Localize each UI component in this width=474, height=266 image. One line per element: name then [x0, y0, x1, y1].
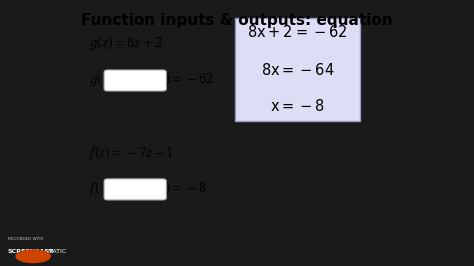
Text: $\mathregular{x = -8}$: $\mathregular{x = -8}$ [270, 98, 325, 114]
Text: $f($: $f($ [89, 180, 100, 197]
Text: SCREENCAST: SCREENCAST [8, 250, 54, 254]
Text: RECORDED WITH: RECORDED WITH [8, 237, 43, 241]
Text: $g($: $g($ [89, 71, 102, 88]
FancyBboxPatch shape [104, 70, 166, 91]
Circle shape [16, 250, 50, 263]
Text: $) = -62$: $) = -62$ [164, 72, 214, 87]
Text: $) = -8$: $) = -8$ [164, 181, 207, 196]
Text: $\mathregular{8x = -64}$: $\mathregular{8x = -64}$ [261, 62, 334, 78]
Text: $f(z) = -7z - 1$: $f(z) = -7z - 1$ [89, 145, 173, 162]
Text: $\mathregular{8x + 2 = -62}$: $\mathregular{8x + 2 = -62}$ [247, 24, 348, 40]
Text: MATIC: MATIC [47, 250, 67, 254]
Text: Function inputs & outputs: equation: Function inputs & outputs: equation [81, 13, 393, 27]
FancyBboxPatch shape [235, 18, 360, 121]
Text: $g(z) = 8z + 2$: $g(z) = 8z + 2$ [89, 35, 162, 52]
FancyBboxPatch shape [104, 179, 166, 200]
